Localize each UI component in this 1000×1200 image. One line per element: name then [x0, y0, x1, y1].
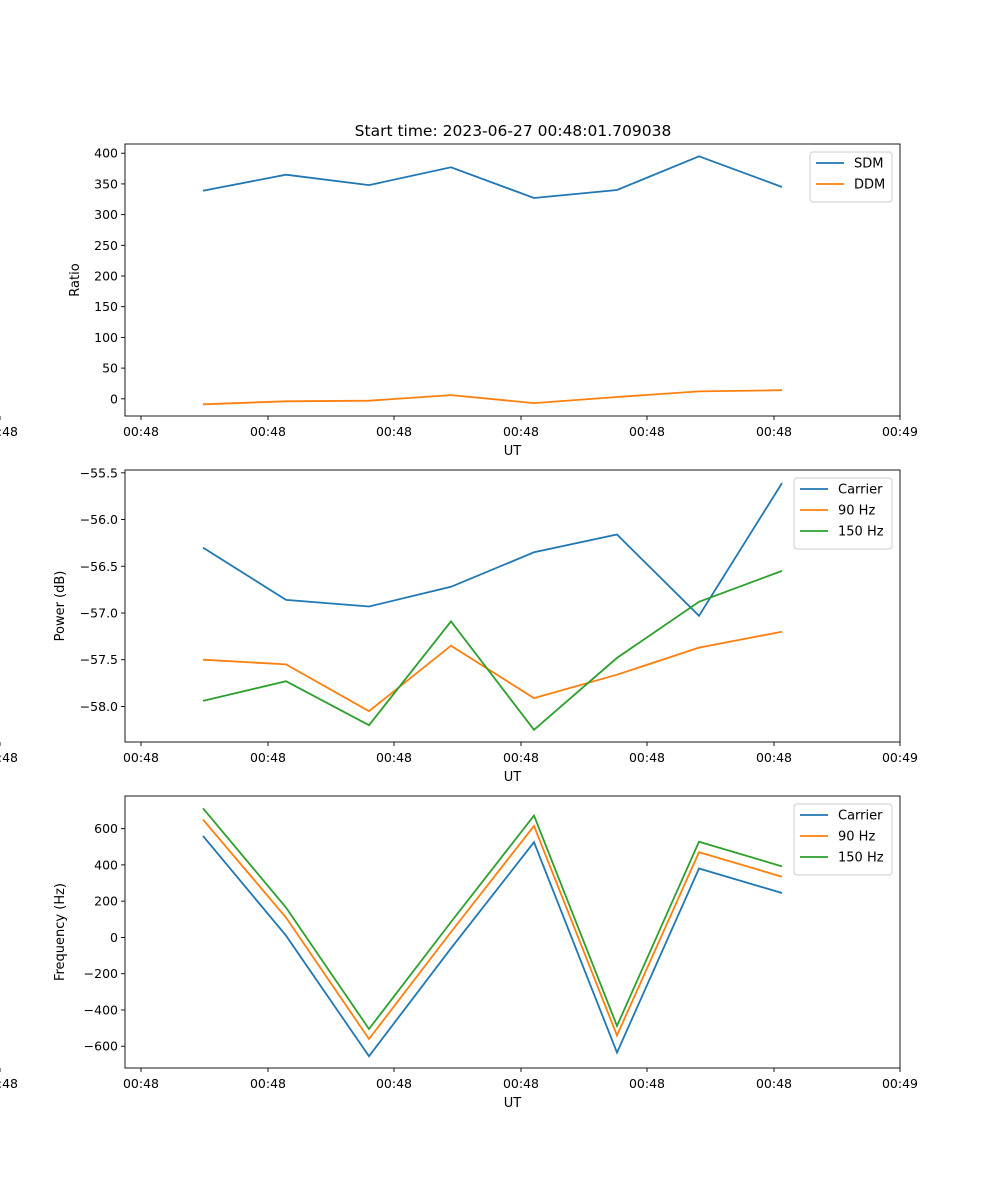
- x-tick-label: 00:48: [250, 424, 286, 439]
- x-axis-label: UT: [504, 444, 522, 459]
- y-tick-label: −57.5: [80, 652, 118, 667]
- x-tick-label: 00:49: [882, 750, 918, 765]
- x-tick-label: 00:48: [376, 750, 412, 765]
- legend-label: 90 Hz: [838, 504, 875, 519]
- series-line-carrier: [202, 482, 783, 618]
- x-tick-label: 00:48: [123, 750, 159, 765]
- legend: Carrier 90 Hz 150 Hz: [793, 803, 893, 876]
- y-tick-label: 250: [94, 238, 118, 253]
- legend-label: 150 Hz: [838, 525, 884, 540]
- y-tick-label: −400: [84, 1002, 118, 1017]
- y-tick-label: 300: [94, 207, 118, 222]
- x-tick-label: 00:48: [376, 1076, 412, 1091]
- x-tick-label: 00:48: [376, 424, 412, 439]
- y-tick-label: −58.0: [80, 699, 118, 714]
- y-tick-label: −200: [84, 966, 118, 981]
- x-axis-label: UT: [504, 770, 522, 785]
- x-tick-label: 00:48: [503, 1076, 539, 1091]
- y-tick-label: 50: [102, 361, 118, 376]
- x-tick-label: 00:48: [629, 750, 665, 765]
- x-tick-label: 00:48: [503, 750, 539, 765]
- legend: Carrier 90 Hz 150 Hz: [793, 477, 893, 550]
- x-tick-label: 00:48: [756, 750, 792, 765]
- x-tick-label: 00:48: [629, 1076, 665, 1091]
- y-tick-label: −600: [84, 1039, 118, 1054]
- legend-box: [809, 151, 893, 203]
- y-tick-label: −57.0: [80, 606, 118, 621]
- y-tick-label: 0: [110, 930, 118, 945]
- y-tick-label: 400: [94, 146, 118, 161]
- y-tick-label: −55.5: [80, 465, 118, 480]
- y-tick-label: 200: [94, 269, 118, 284]
- x-tick-label: 00:48: [756, 424, 792, 439]
- y-axis-label: Ratio: [68, 263, 83, 296]
- x-tick-label: 00:48: [250, 1076, 286, 1091]
- y-tick-label: 100: [94, 330, 118, 345]
- y-axis-label: Frequency (Hz): [53, 883, 68, 981]
- plot-frame: [124, 143, 901, 417]
- legend-label: Carrier: [838, 809, 883, 824]
- series-line-90-hz: [202, 630, 783, 713]
- chart-panel-2: −58.0 −57.5 −57.0 −56.5 −56.0 −55.5 00:48 00:48…: [0, 465, 918, 785]
- chart-panel-3: −600 −400 −200 0 200 400 600 00:48 00:48 00:48 00:…: [0, 795, 918, 1111]
- legend-label: Carrier: [838, 483, 883, 498]
- y-tick-label: 400: [94, 857, 118, 872]
- chart-panel-1: 0 50 100 150 200 250 300 350 400 00:48 00:48 00:48 0…: [0, 143, 918, 459]
- legend-label: 90 Hz: [838, 830, 875, 845]
- x-axis-label: UT: [504, 1096, 522, 1111]
- x-tick-label: 00:48: [123, 1076, 159, 1091]
- y-tick-label: −56.0: [80, 512, 118, 527]
- x-tick-label: 00:49: [882, 424, 918, 439]
- x-tick-label: 00:48: [250, 750, 286, 765]
- x-tick-label: 00:48: [123, 424, 159, 439]
- plot-frame: [124, 795, 901, 1069]
- legend-label: SDM: [854, 157, 883, 172]
- x-tick-label: 00:48: [629, 424, 665, 439]
- series-line-150-hz: [202, 570, 783, 732]
- legend-label: DDM: [854, 178, 885, 193]
- x-tick-label: 00:48: [0, 1076, 18, 1091]
- x-tick-label: 00:48: [503, 424, 539, 439]
- x-tick-label: 00:49: [882, 1076, 918, 1091]
- plot-frame: [124, 469, 901, 743]
- x-tick-label: 00:48: [0, 750, 18, 765]
- y-tick-label: 350: [94, 176, 118, 191]
- panels: 0 50 100 150 200 250 300 350 400 00:48 00:48 00:48 0…: [0, 143, 918, 1111]
- series-line-90-hz: [202, 819, 783, 1041]
- y-axis-label: Power (dB): [53, 571, 68, 642]
- y-tick-label: 200: [94, 894, 118, 909]
- y-tick-label: 0: [110, 391, 118, 406]
- series-line-150-hz: [202, 807, 783, 1031]
- series-line-sdm: [202, 155, 783, 199]
- legend-label: 150 Hz: [838, 851, 884, 866]
- series-line-ddm: [202, 389, 783, 406]
- y-tick-label: −56.5: [80, 559, 118, 574]
- figure-title: Start time: 2023-06-27 00:48:01.709038: [355, 122, 672, 140]
- x-tick-label: 00:48: [0, 424, 18, 439]
- x-tick-label: 00:48: [756, 1076, 792, 1091]
- y-tick-label: 150: [94, 299, 118, 314]
- y-tick-label: 600: [94, 821, 118, 836]
- legend: SDM DDM: [809, 151, 893, 203]
- series-line-carrier: [202, 835, 783, 1058]
